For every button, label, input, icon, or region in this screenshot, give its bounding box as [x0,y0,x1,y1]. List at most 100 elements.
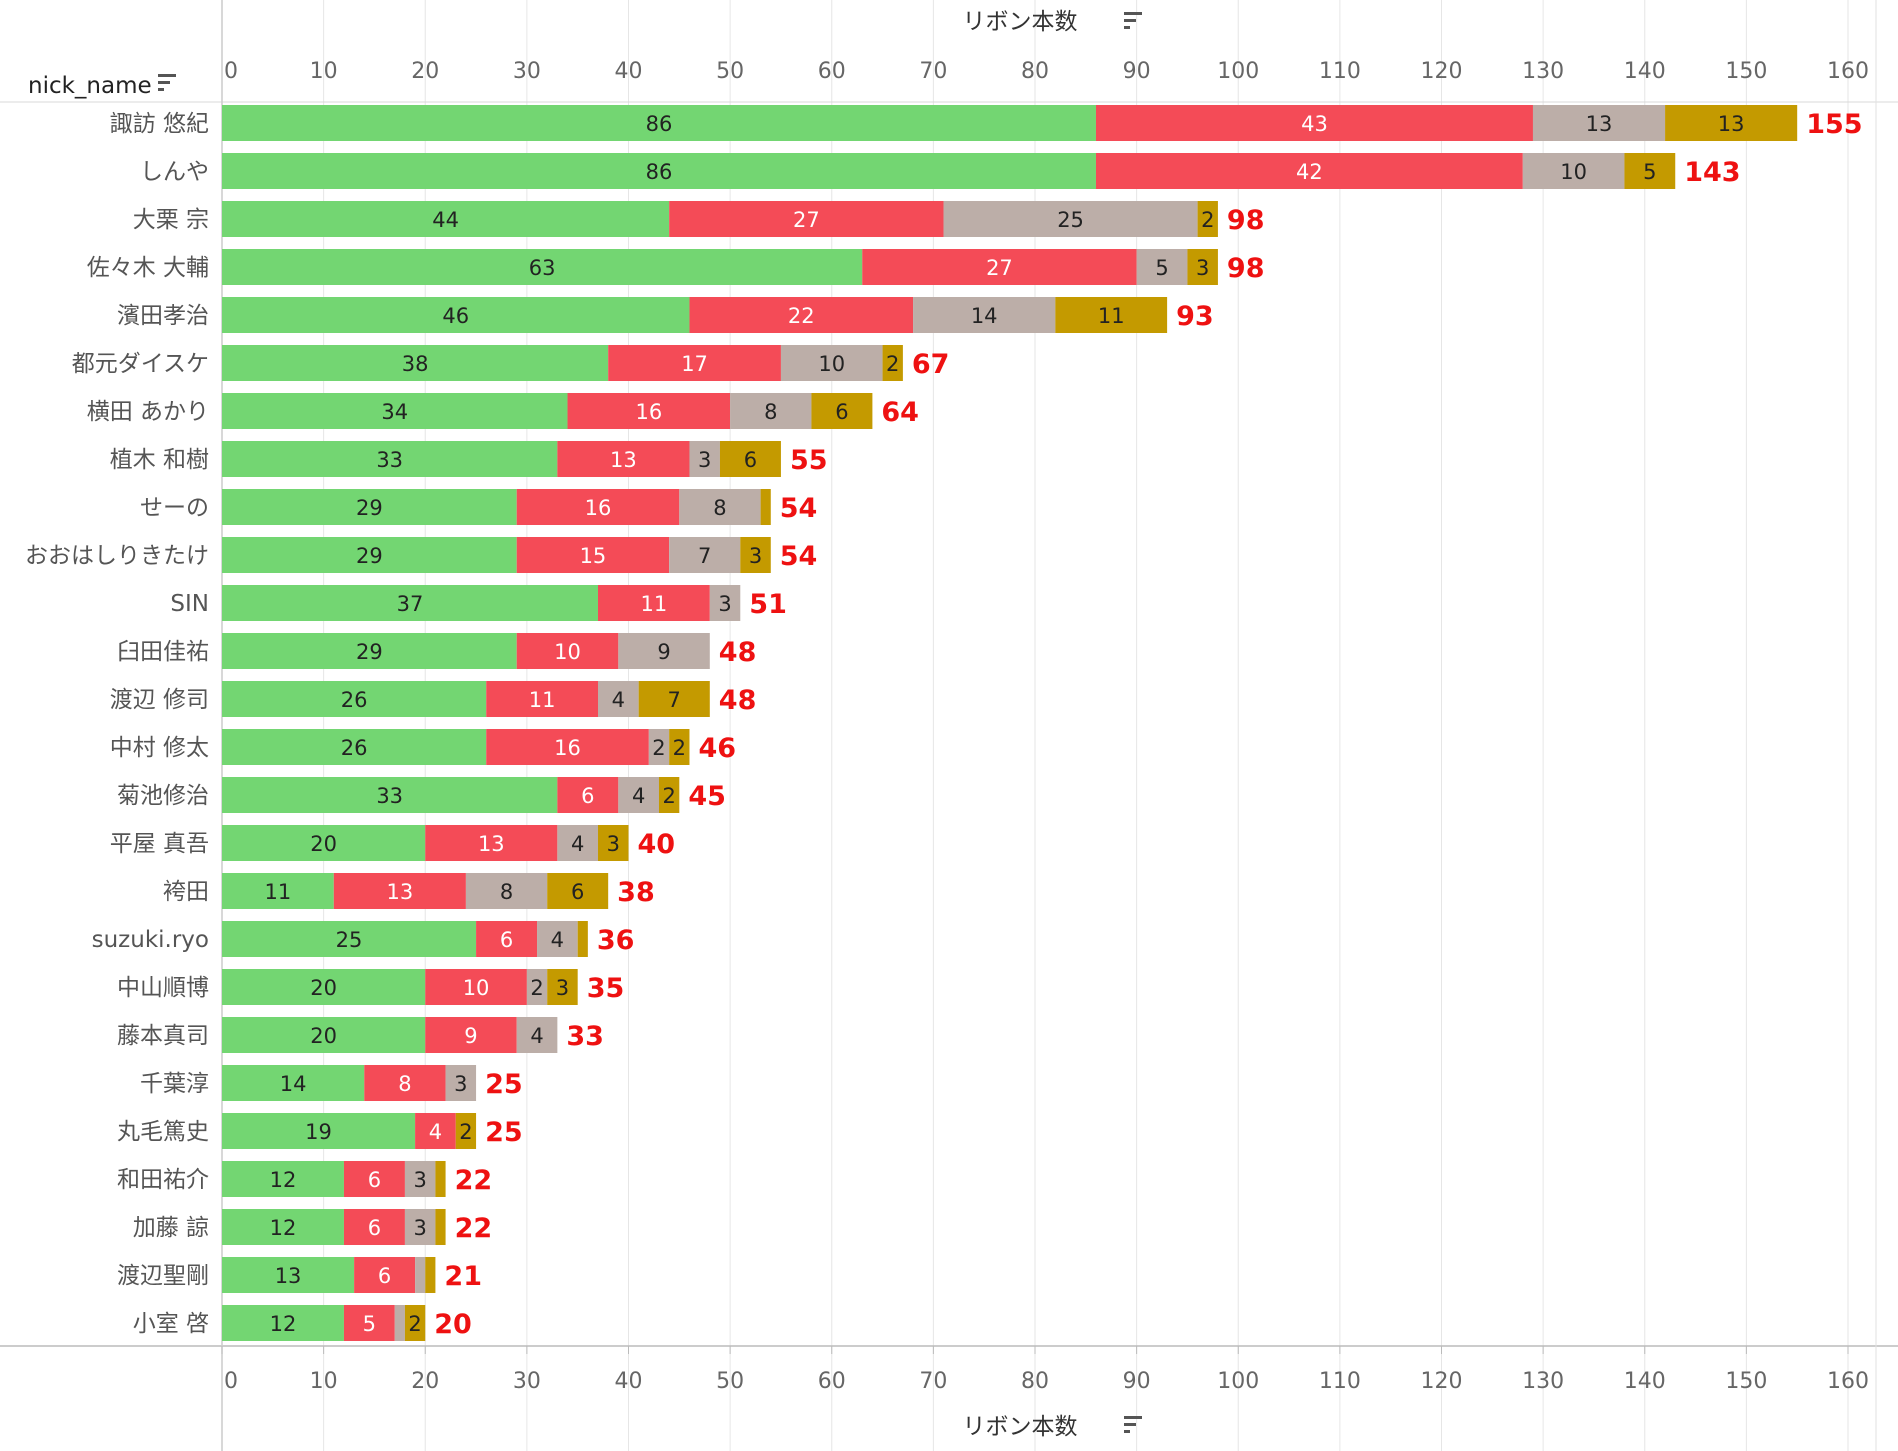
bar-segment[interactable] [669,537,741,573]
bar-segment[interactable] [222,345,609,381]
bar-row[interactable]: 20 13 4 3 40 [222,825,675,861]
bar-segment[interactable] [415,1257,426,1293]
bar-row[interactable]: 14 8 3 25 [222,1065,523,1101]
bar-segment[interactable] [1187,249,1218,285]
bar-segment[interactable] [222,1113,416,1149]
bar-segment[interactable] [404,1209,436,1245]
bar-segment[interactable] [557,825,599,861]
bar-segment[interactable] [222,969,426,1005]
bar-segment[interactable] [669,201,944,237]
category-label[interactable]: 藤本真司 [117,1023,209,1049]
bar-segment[interactable] [425,825,558,861]
bar-row[interactable]: 26 16 2 2 46 [222,729,736,765]
bar-row[interactable]: 29 10 9 48 [222,633,756,669]
bar-row[interactable]: 13 6 21 [222,1257,482,1293]
bar-segment[interactable] [435,1161,446,1197]
bar-segment[interactable] [222,105,1096,141]
bar-segment[interactable] [1055,297,1168,333]
category-label[interactable]: おおはしりきたけ [25,543,209,569]
bar-segment[interactable] [1197,201,1218,237]
category-label[interactable]: 佐々木 大輔 [87,255,209,281]
category-label[interactable]: 植木 和樹 [110,447,209,473]
bar-segment[interactable] [1624,153,1676,189]
bar-segment[interactable] [222,873,334,909]
bar-segment[interactable] [862,249,1137,285]
bar-segment[interactable] [222,297,690,333]
bar-segment[interactable] [1532,105,1666,141]
bar-row[interactable]: 11 13 8 6 38 [222,873,655,909]
category-label[interactable]: 平屋 真吾 [110,831,209,857]
bar-segment[interactable] [343,1209,405,1245]
bar-segment[interactable] [415,1113,456,1149]
category-label[interactable]: 袴田 [163,879,209,905]
sort-icon[interactable] [158,74,176,91]
category-label[interactable]: 濱田孝治 [117,303,209,329]
bar-row[interactable]: 33 6 4 2 45 [222,777,726,813]
bar-segment[interactable] [222,201,670,237]
bar-segment[interactable] [222,825,426,861]
bar-row[interactable]: 12 6 3 22 [222,1161,492,1197]
bar-segment[interactable] [658,777,680,813]
category-label[interactable]: 渡辺聖剛 [117,1263,209,1289]
bar-segment[interactable] [638,681,710,717]
bar-segment[interactable] [516,537,670,573]
bar-segment[interactable] [222,921,477,957]
bar-row[interactable]: 19 4 2 25 [222,1113,523,1149]
bar-row[interactable]: 86 43 13 13 155 [222,105,1863,141]
bar-segment[interactable] [780,345,883,381]
bar-segment[interactable] [760,489,771,525]
bar-segment[interactable] [222,633,517,669]
bar-row[interactable]: 29 15 7 3 54 [222,537,817,573]
bar-row[interactable]: 33 13 3 6 55 [222,441,828,477]
category-label[interactable]: 加藤 諒 [133,1215,209,1241]
bar-segment[interactable] [943,201,1198,237]
bar-segment[interactable] [486,681,599,717]
bar-segment[interactable] [445,1065,477,1101]
category-label[interactable]: せーの [140,495,209,521]
bar-row[interactable]: 46 22 14 11 93 [222,297,1214,333]
bar-segment[interactable] [618,777,659,813]
bar-segment[interactable] [557,441,690,477]
bar-segment[interactable] [435,1209,446,1245]
bar-row[interactable]: 20 10 2 3 35 [222,969,624,1005]
bar-segment[interactable] [425,969,527,1005]
bar-segment[interactable] [913,297,1056,333]
bar-row[interactable]: 44 27 25 2 98 [222,201,1265,237]
column-header-nick-name[interactable]: nick_name [28,73,152,99]
bar-segment[interactable] [222,1209,344,1245]
bar-segment[interactable] [516,1017,558,1053]
bar-row[interactable]: 20 9 4 33 [222,1017,604,1053]
category-label[interactable]: 渡辺 修司 [110,687,209,713]
bar-segment[interactable] [608,345,781,381]
bar-segment[interactable] [679,489,761,525]
bar-segment[interactable] [343,1305,395,1341]
category-label[interactable]: しんや [140,159,209,185]
bar-segment[interactable] [222,249,863,285]
bar-segment[interactable] [222,1161,344,1197]
bar-segment[interactable] [1665,105,1798,141]
bar-segment[interactable] [222,1065,365,1101]
bar-segment[interactable] [689,297,914,333]
category-label[interactable]: 横田 あかり [87,399,209,425]
bar-segment[interactable] [811,393,873,429]
bar-row[interactable]: 26 11 4 7 48 [222,681,756,717]
category-label[interactable]: 菊池修治 [117,783,209,809]
sort-icon[interactable] [1124,1416,1142,1433]
bar-segment[interactable] [343,1161,405,1197]
bar-segment[interactable] [547,873,609,909]
bar-segment[interactable] [222,729,487,765]
bar-segment[interactable] [577,921,588,957]
bar-row[interactable]: 25 6 4 36 [222,921,634,957]
bar-segment[interactable] [404,1305,426,1341]
category-label[interactable]: 臼田佳祐 [117,639,209,665]
bar-segment[interactable] [222,777,558,813]
category-label[interactable]: SIN [170,591,209,617]
bar-segment[interactable] [648,729,670,765]
bar-row[interactable]: 63 27 5 3 98 [222,249,1265,285]
bar-segment[interactable] [709,585,741,621]
bar-segment[interactable] [689,441,720,477]
bar-segment[interactable] [1095,153,1523,189]
category-label[interactable]: 中村 修太 [110,735,209,761]
bar-segment[interactable] [455,1113,477,1149]
bar-segment[interactable] [394,1305,405,1341]
